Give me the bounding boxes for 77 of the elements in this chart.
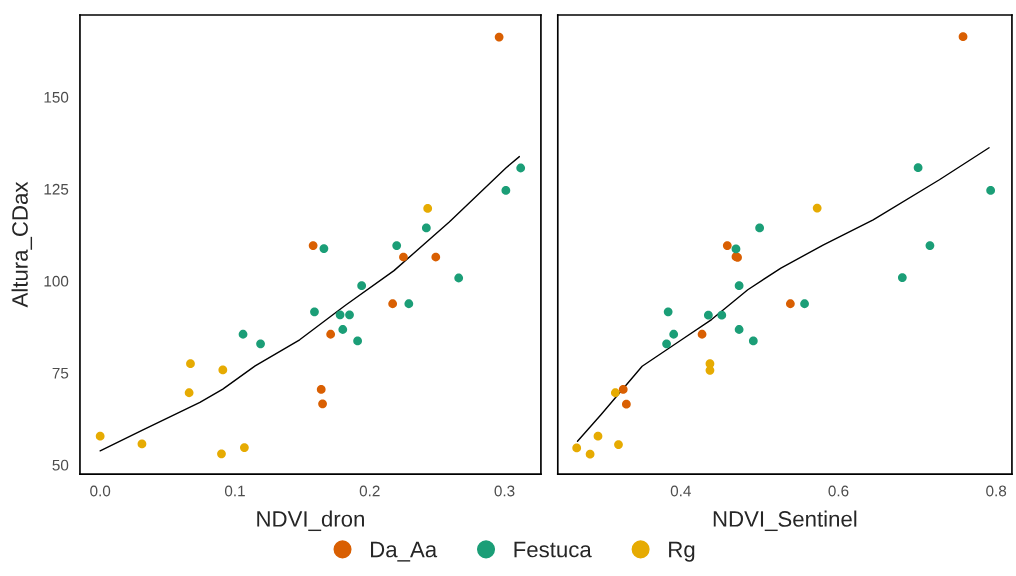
point: [663, 307, 673, 317]
point: [431, 252, 441, 262]
point: [318, 399, 327, 409]
point: [812, 203, 822, 213]
legend-label: Da_Aa: [371, 541, 438, 562]
x-tick-label: 0.8: [986, 485, 1007, 497]
point: [501, 186, 511, 195]
point: [392, 241, 402, 251]
point: [621, 399, 631, 409]
point: [958, 32, 968, 42]
point: [388, 299, 398, 309]
x-tick-label: 0.1: [224, 485, 245, 497]
point: [345, 310, 354, 320]
y-tick-label: 75: [52, 367, 69, 379]
line-series: [99, 155, 521, 452]
point: [748, 336, 758, 346]
x-tick-label: 0.6: [828, 485, 849, 497]
point: [184, 388, 194, 398]
point: [731, 244, 741, 254]
point: [326, 329, 336, 339]
point: [338, 325, 348, 334]
point: [593, 431, 603, 441]
y-tick-label: 100: [44, 275, 69, 287]
point: [755, 223, 765, 233]
point: [785, 299, 795, 309]
point: [494, 32, 504, 42]
point: [335, 310, 345, 320]
point: [913, 163, 923, 173]
y-tick-label: 50: [52, 459, 69, 471]
legend-label: Rg: [669, 541, 695, 562]
point: [218, 365, 228, 375]
point: [610, 388, 620, 398]
point: [734, 325, 744, 334]
point: [308, 241, 318, 251]
legend-label: Festuca: [514, 541, 592, 558]
point: [669, 329, 679, 339]
point: [256, 339, 265, 349]
point: [423, 204, 433, 213]
point: [137, 439, 147, 449]
y-axis-title: Altura_CDax: [11, 181, 33, 308]
point: [240, 443, 249, 452]
point: [897, 273, 907, 283]
y-tick-label: 125: [44, 183, 69, 195]
x-axis-title: NDVI_dron: [257, 510, 364, 532]
point: [310, 307, 319, 317]
point: [717, 310, 727, 320]
point: [353, 336, 362, 346]
point: [662, 339, 671, 349]
point: [95, 431, 105, 441]
point: [238, 329, 248, 339]
point: [986, 186, 996, 195]
point: [703, 310, 713, 320]
point: [734, 281, 744, 291]
point: [722, 241, 732, 251]
point: [697, 329, 707, 339]
point: [800, 299, 809, 309]
point: [421, 223, 431, 233]
point: [357, 281, 367, 291]
point: [925, 241, 935, 251]
point: [217, 449, 226, 459]
point: [316, 385, 326, 394]
x-tick-label: 0.2: [359, 485, 380, 497]
x-tick-label: 0.3: [494, 485, 515, 497]
point: [454, 273, 464, 283]
point: [585, 449, 595, 459]
y-tick-label: 150: [44, 91, 69, 103]
point: [614, 440, 623, 450]
x-tick-label: 0.0: [90, 485, 111, 497]
point: [516, 163, 526, 173]
point: [618, 385, 628, 394]
point: [186, 359, 195, 369]
point: [572, 443, 582, 453]
x-tick-label: 0.4: [670, 485, 691, 497]
point: [404, 299, 414, 309]
x-axis-title: NDVI_Sentinel: [713, 510, 857, 532]
point: [399, 252, 408, 262]
point: [319, 244, 329, 253]
